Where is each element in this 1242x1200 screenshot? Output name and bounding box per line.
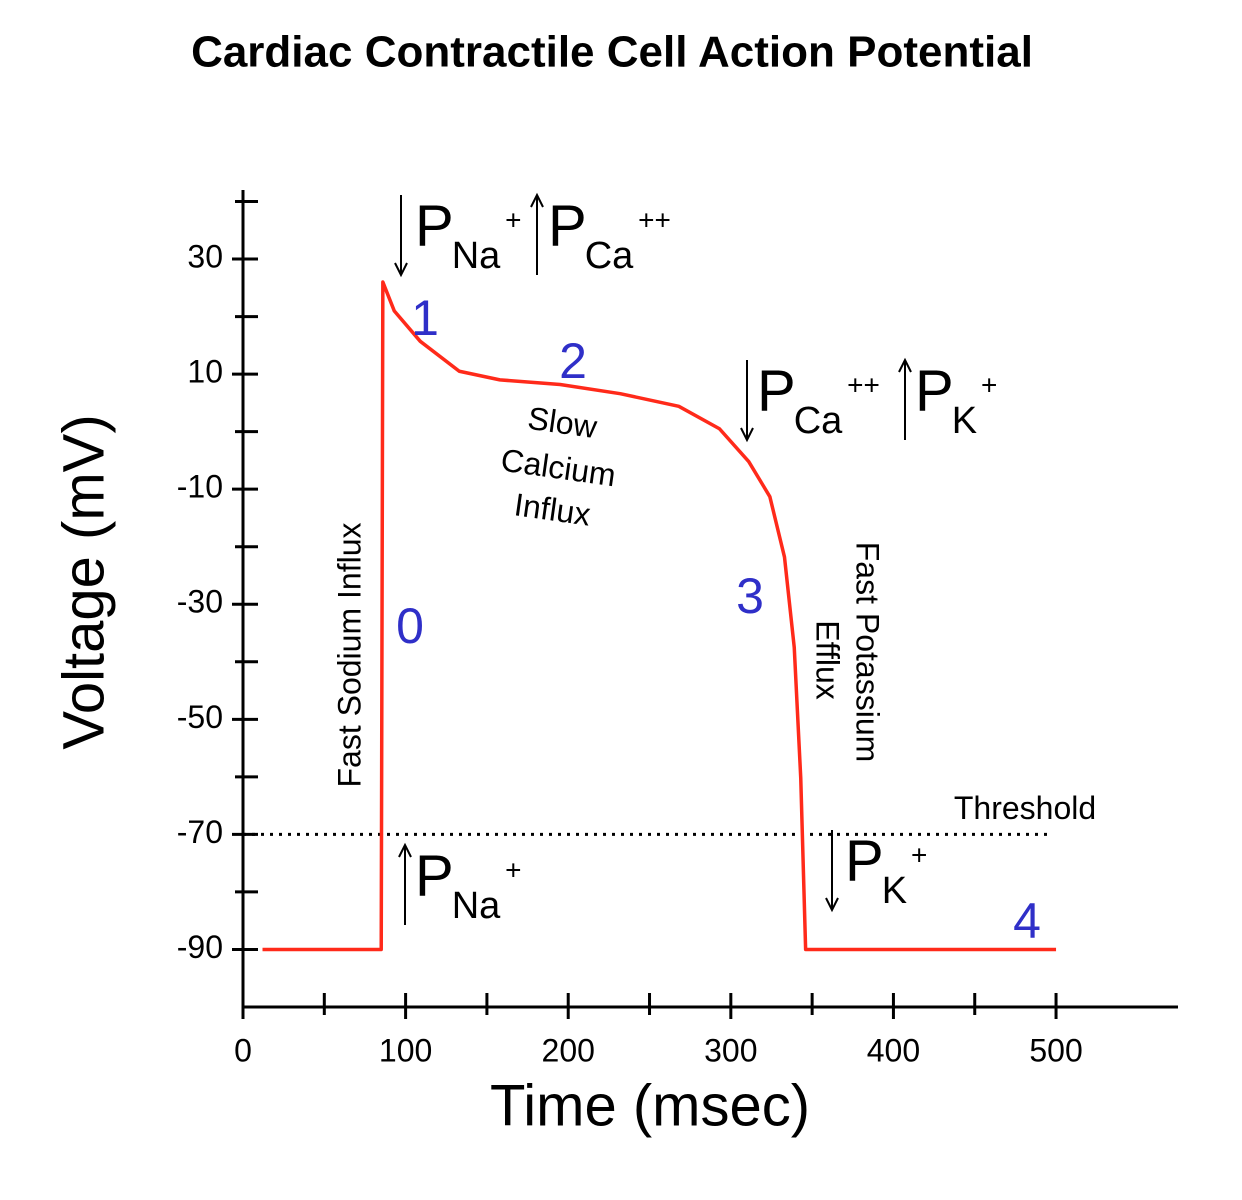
y-axis-label: Voltage (mV) — [51, 414, 116, 749]
phase-number: 3 — [736, 568, 764, 624]
permeability-symbol: P — [757, 358, 796, 423]
x-tick-label: 0 — [234, 1032, 252, 1068]
permeability-symbol: P — [415, 193, 454, 258]
phase-number: 2 — [559, 333, 587, 389]
permeability-charge: ++ — [638, 204, 671, 235]
phase-number: 1 — [411, 290, 439, 346]
threshold-label: Threshold — [954, 790, 1096, 826]
y-tick-label: -90 — [177, 929, 223, 965]
annotation: Influx — [512, 486, 593, 532]
y-tick-label: 10 — [187, 354, 223, 390]
permeability-ion: Ca — [794, 400, 843, 442]
phase-number: 4 — [1013, 893, 1041, 949]
y-tick-label: -50 — [177, 699, 223, 735]
x-tick-label: 500 — [1029, 1032, 1082, 1068]
permeability-symbol: P — [915, 358, 954, 423]
permeability-ion: K — [952, 400, 977, 442]
arrow — [530, 192, 544, 275]
permeability-symbol: P — [415, 843, 454, 908]
annotation: Fast Potassium — [850, 542, 886, 763]
permeability-ion: Na — [452, 235, 501, 277]
permeability-charge: ++ — [847, 369, 880, 400]
annotation: Slow — [526, 400, 601, 445]
x-tick-label: 200 — [542, 1032, 595, 1068]
annotation: Fast Sodium Influx — [331, 523, 367, 788]
permeability-symbol: P — [548, 193, 587, 258]
y-tick-label: -70 — [177, 814, 223, 850]
permeability-ion: Na — [452, 885, 501, 927]
chart-title: Cardiac Contractile Cell Action Potentia… — [191, 28, 1033, 77]
x-tick-label: 300 — [704, 1032, 757, 1068]
y-tick-label: 30 — [187, 238, 223, 274]
permeability-ion: K — [882, 870, 907, 912]
arrow — [394, 195, 408, 278]
permeability-symbol: P — [845, 828, 884, 893]
permeability-charge: + — [505, 854, 521, 885]
x-tick-label: 400 — [867, 1032, 920, 1068]
permeability-charge: + — [505, 204, 521, 235]
x-tick-label: 100 — [379, 1032, 432, 1068]
line — [262, 280, 1057, 952]
arrow — [898, 357, 912, 440]
x-axis-label: Time (msec) — [490, 1073, 810, 1138]
arrow — [740, 360, 754, 443]
y-tick-label: -30 — [177, 584, 223, 620]
permeability-ion: Ca — [585, 235, 634, 277]
permeability-charge: + — [911, 839, 927, 870]
arrow — [825, 830, 839, 913]
y-tick-label: -10 — [177, 469, 223, 505]
annotation: Efflux — [810, 620, 846, 699]
arrow — [398, 842, 412, 925]
permeability-charge: + — [981, 369, 997, 400]
phase-number: 0 — [396, 598, 424, 654]
